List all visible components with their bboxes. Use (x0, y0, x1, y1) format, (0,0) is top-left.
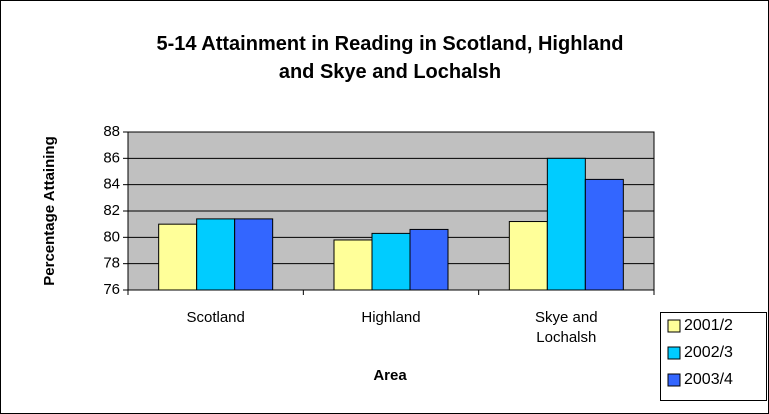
legend-swatch (667, 373, 681, 387)
x-tick-label: Skye and Lochalsh (535, 309, 598, 346)
y-tick-label: 78 (103, 255, 120, 272)
legend-label: 2003/4 (684, 371, 733, 388)
x-axis-label: Area (373, 367, 407, 384)
legend-swatch (667, 346, 681, 360)
plot-border (127, 131, 655, 291)
y-tick-label: 80 (103, 228, 120, 245)
bar (234, 218, 274, 291)
legend-label: 2001/2 (684, 317, 733, 334)
y-tick-label: 84 (103, 176, 120, 193)
bar (196, 218, 236, 291)
bar (584, 178, 624, 291)
legend-swatch (667, 319, 681, 333)
x-tick-label: Scotland (186, 309, 244, 326)
legend-label: 2002/3 (684, 344, 733, 361)
bar (333, 239, 373, 291)
y-axis-label: Percentage Attaining (41, 136, 58, 285)
bar (508, 221, 548, 291)
bar (371, 232, 411, 291)
x-tick-label: Highland (361, 309, 420, 326)
bar (409, 228, 449, 291)
chart-title: 5-14 Attainment in Reading in Scotland, … (156, 33, 623, 83)
bar (158, 223, 198, 291)
y-tick-label: 88 (103, 123, 120, 140)
y-tick-label: 82 (103, 202, 120, 219)
bar (546, 157, 586, 291)
y-tick-label: 86 (103, 149, 120, 166)
y-tick-label: 76 (103, 281, 120, 298)
